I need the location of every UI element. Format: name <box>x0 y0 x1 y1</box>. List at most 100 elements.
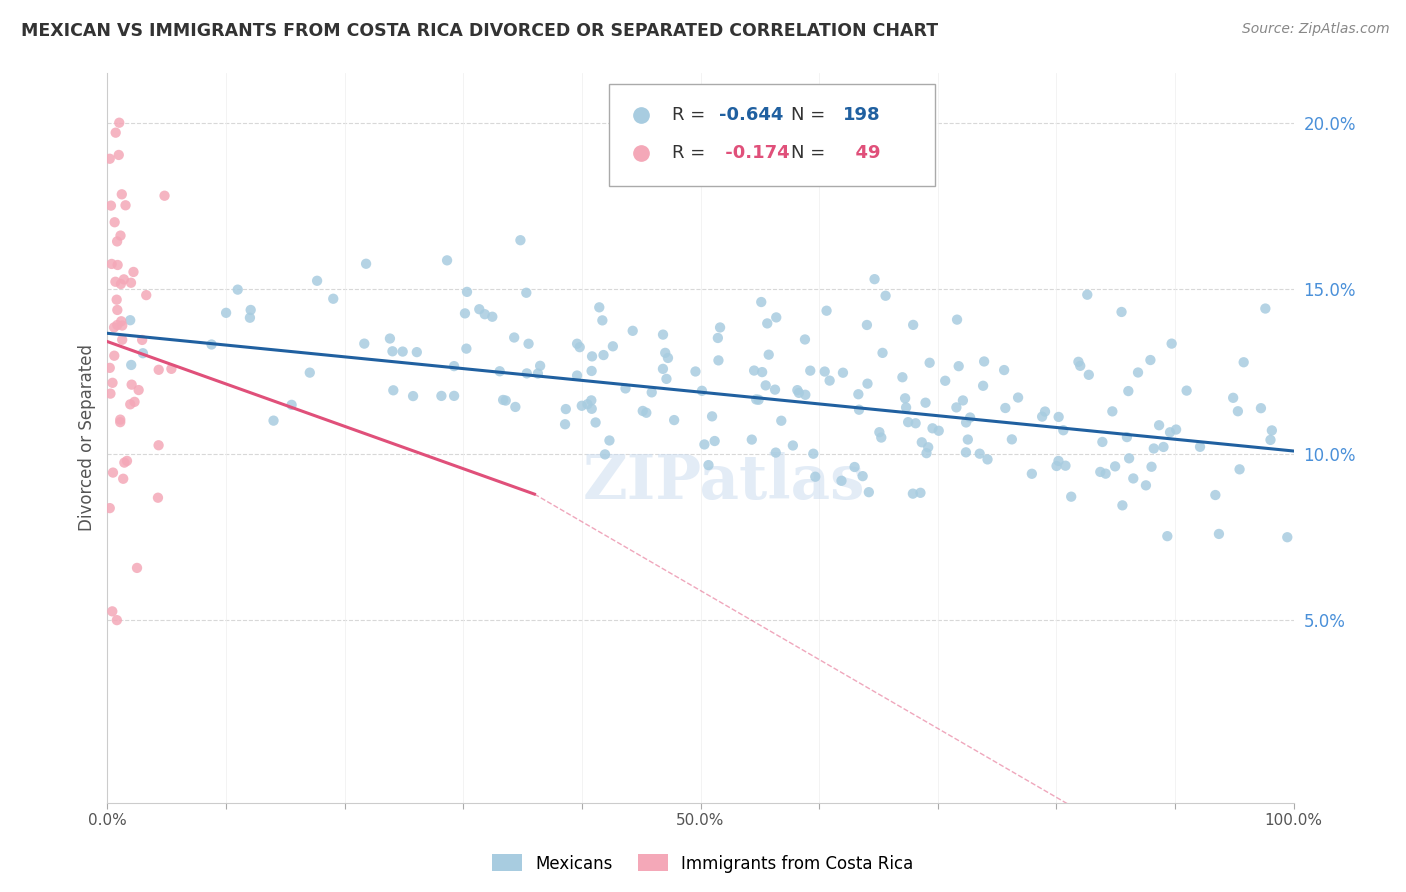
Point <box>581 393 603 408</box>
Y-axis label: Divorced or Separated: Divorced or Separated <box>79 344 96 532</box>
Text: 198: 198 <box>842 106 880 124</box>
Point <box>105 613 128 627</box>
Point <box>516 367 538 381</box>
Point <box>100 386 122 401</box>
Point <box>98 360 121 375</box>
Point <box>1226 404 1249 418</box>
Point <box>636 406 658 420</box>
Point <box>830 474 852 488</box>
Point <box>111 318 134 333</box>
Point <box>631 404 654 418</box>
Point <box>581 401 603 416</box>
Point <box>110 314 132 328</box>
Point <box>1001 433 1024 447</box>
Point <box>503 330 526 344</box>
Point <box>115 454 138 468</box>
Point <box>101 376 124 390</box>
Point <box>787 385 810 400</box>
Point <box>1159 425 1181 440</box>
Point <box>1094 467 1116 481</box>
Point <box>505 400 527 414</box>
Point <box>755 378 778 392</box>
Point <box>1067 355 1090 369</box>
Point <box>307 274 329 288</box>
Point <box>405 345 427 359</box>
Point <box>1118 384 1140 398</box>
Point <box>955 445 977 459</box>
Point <box>868 425 890 440</box>
Point <box>914 395 936 409</box>
Point <box>100 199 122 213</box>
Point <box>1135 478 1157 492</box>
Point <box>430 389 453 403</box>
Point <box>1222 391 1244 405</box>
Point <box>901 318 924 332</box>
Text: -0.644: -0.644 <box>720 106 785 124</box>
FancyBboxPatch shape <box>609 84 935 186</box>
Point <box>891 370 914 384</box>
Point <box>111 187 134 202</box>
Point <box>100 257 122 271</box>
Point <box>693 437 716 451</box>
Point <box>1116 430 1139 444</box>
Point <box>709 320 731 334</box>
Point <box>581 350 603 364</box>
Point <box>153 188 176 202</box>
Point <box>104 275 127 289</box>
Point <box>107 148 129 162</box>
Point <box>515 285 537 300</box>
Point <box>110 277 132 291</box>
Point <box>1189 440 1212 454</box>
Point <box>832 366 855 380</box>
Point <box>132 346 155 360</box>
Point <box>98 501 121 516</box>
Point <box>509 233 531 247</box>
Point <box>103 320 125 334</box>
Point <box>226 283 249 297</box>
Point <box>1208 527 1230 541</box>
Point <box>1069 359 1091 373</box>
Point <box>112 472 135 486</box>
Point <box>148 363 170 377</box>
Point <box>200 337 222 351</box>
Point <box>146 491 169 505</box>
Point <box>814 365 837 379</box>
Point <box>749 295 772 310</box>
Point <box>591 313 613 327</box>
Point <box>1153 440 1175 454</box>
Point <box>1047 409 1070 424</box>
Point <box>897 415 920 429</box>
Point <box>911 435 934 450</box>
Point <box>101 466 124 480</box>
Point <box>973 354 995 368</box>
Point <box>844 460 866 475</box>
Point <box>443 359 465 373</box>
Point <box>456 285 478 299</box>
Point <box>904 417 927 431</box>
Point <box>110 412 132 426</box>
Point <box>215 306 238 320</box>
Point <box>112 456 135 470</box>
Point <box>391 344 413 359</box>
Point <box>104 215 127 229</box>
Point <box>1090 465 1112 479</box>
Point <box>758 348 780 362</box>
Point <box>488 364 510 378</box>
Point <box>322 292 344 306</box>
Point <box>1054 458 1077 473</box>
Point <box>976 452 998 467</box>
Point <box>1160 336 1182 351</box>
Point <box>1260 433 1282 447</box>
Point <box>846 387 869 401</box>
Text: Source: ZipAtlas.com: Source: ZipAtlas.com <box>1241 22 1389 37</box>
Point <box>517 336 540 351</box>
Point <box>685 364 707 378</box>
Point <box>148 438 170 452</box>
Point <box>111 333 134 347</box>
Text: ZIPatlas: ZIPatlas <box>583 451 866 511</box>
Point <box>946 312 969 326</box>
Text: 49: 49 <box>842 145 880 162</box>
Point <box>852 469 875 483</box>
Point <box>104 126 127 140</box>
Point <box>690 384 713 398</box>
